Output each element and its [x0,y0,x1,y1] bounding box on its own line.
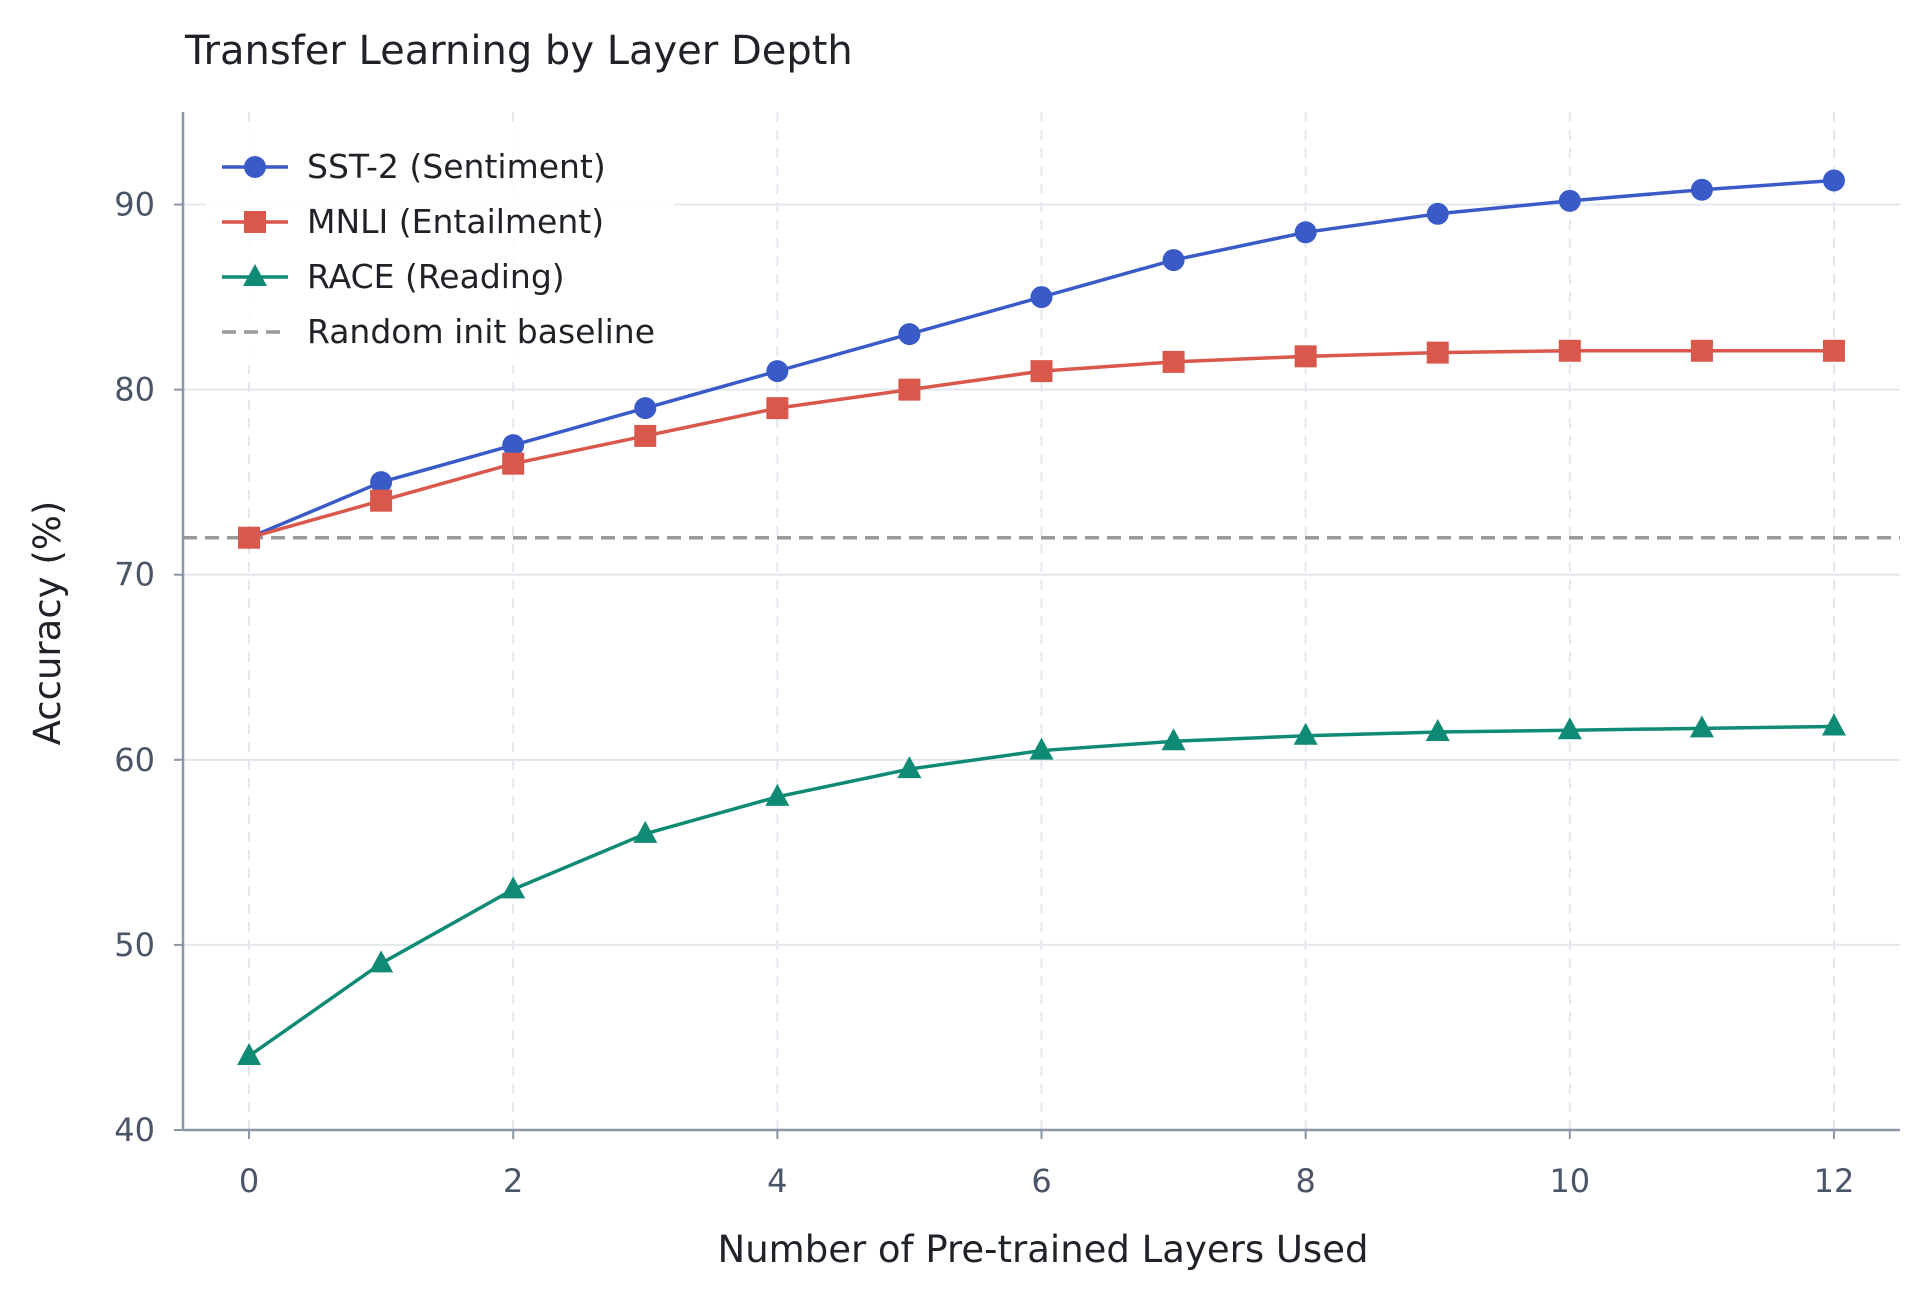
legend-label: RACE (Reading) [307,257,565,296]
data-point [1821,713,1846,736]
y-tick-label: 70 [114,556,155,594]
data-point [1822,169,1845,192]
series-layer [237,169,1846,1065]
data-point [634,397,657,420]
x-axis-label: Number of Pre-trained Layers Used [718,1228,1369,1271]
legend-marker [244,211,266,233]
legend-marker [243,264,267,286]
y-tick-label: 40 [114,1111,155,1149]
x-tick-label: 2 [503,1162,523,1200]
legend-marker [244,156,266,178]
data-point [1426,202,1449,225]
data-point [238,526,261,549]
legend-label: Random init baseline [307,312,655,351]
data-point [766,360,789,383]
data-point [766,397,789,420]
data-point [898,323,921,346]
x-tick-label: 8 [1295,1162,1315,1200]
data-point [1294,345,1317,368]
data-point [1162,249,1185,272]
data-point [1294,221,1317,244]
data-point [897,756,922,779]
data-point [1030,286,1053,309]
data-point [1690,339,1713,362]
data-point [501,876,526,899]
data-point [369,950,394,973]
data-point [1293,722,1318,745]
tick-labels: 40 50 60 70 80 90 0 2 4 6 8 10 12 [114,186,1854,1200]
x-tick-label: 6 [1031,1162,1051,1200]
legend-box [205,130,675,365]
data-point [502,434,525,457]
data-point [1425,719,1450,742]
y-axis-label: Accuracy (%) [26,501,69,746]
data-point [1161,728,1186,751]
x-tick-label: 0 [239,1162,259,1200]
data-point [370,489,393,512]
data-point [1689,715,1714,738]
y-tick-label: 60 [114,741,155,779]
data-point [1690,178,1713,201]
y-tick-label: 80 [114,371,155,409]
data-point [1822,339,1845,362]
data-point [1426,341,1449,364]
data-point [237,1042,262,1065]
data-point [1030,360,1053,383]
series-1 [238,339,1845,549]
data-point [1162,350,1185,373]
data-point [502,452,525,475]
y-tick-label: 50 [114,926,155,964]
chart-title: Transfer Learning by Layer Depth [184,28,853,74]
data-point [898,378,921,401]
y-tick-label: 90 [114,186,155,224]
legend-label: SST-2 (Sentiment) [307,147,606,186]
data-point [1557,717,1582,740]
series-2 [237,713,1846,1065]
x-tick-label: 4 [767,1162,787,1200]
data-point [633,820,658,843]
x-tick-label: 12 [1814,1162,1855,1200]
data-point [1558,339,1581,362]
axes [174,112,1900,1139]
data-point [370,471,393,494]
data-point [634,424,657,447]
legend-label: MNLI (Entailment) [307,202,604,241]
data-point [1029,737,1054,760]
data-point [1558,189,1581,212]
x-tick-label: 10 [1549,1162,1590,1200]
legend: SST-2 (Sentiment) MNLI (Entailment) RACE (… [205,130,675,365]
data-point [765,783,790,806]
